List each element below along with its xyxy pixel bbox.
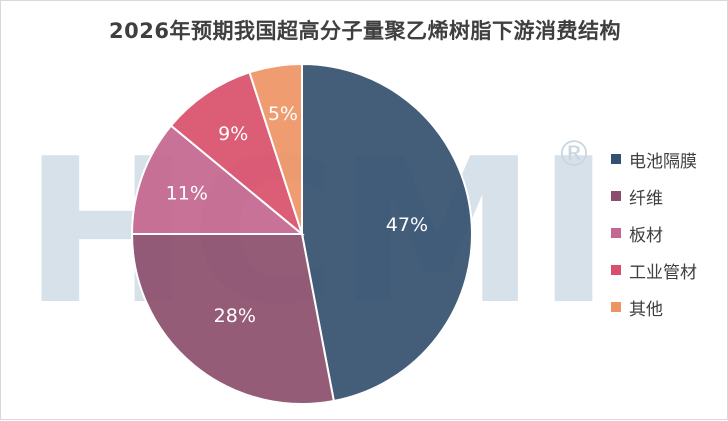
data-label-5: 5%	[268, 103, 298, 125]
data-label-4: 9%	[218, 123, 248, 145]
legend-item-1: 电池隔膜	[611, 147, 697, 172]
legend-item-4: 工业管材	[611, 258, 697, 283]
pie-slice-5	[248, 62, 303, 235]
legend-label: 板材	[629, 225, 663, 246]
legend-swatch-icon	[611, 228, 621, 238]
watermark-registered-icon: ®	[556, 134, 592, 175]
legend-label: 纤维	[629, 188, 663, 209]
legend-label: 工业管材	[629, 262, 697, 283]
legend: 电池隔膜纤维板材工业管材其他	[611, 147, 697, 332]
pie-slices	[130, 62, 474, 405]
legend-swatch-icon	[611, 154, 621, 164]
legend-label: 电池隔膜	[629, 151, 697, 172]
legend-swatch-icon	[611, 265, 621, 275]
legend-item-2: 纤维	[611, 184, 697, 209]
pie-data-labels: 47% 28% 11% 9% 5%	[166, 103, 428, 327]
pie-slice-3	[130, 124, 305, 235]
data-label-3: 11%	[166, 183, 208, 205]
pie-slice-1	[301, 62, 474, 403]
legend-item-3: 板材	[611, 221, 697, 246]
legend-item-5: 其他	[611, 295, 697, 320]
legend-swatch-icon	[611, 302, 621, 312]
data-label-2: 28%	[214, 305, 256, 327]
pie-slice-4	[169, 71, 305, 237]
chart-title: 2026年预期我国超高分子量聚乙烯树脂下游消费结构	[109, 19, 621, 43]
legend-swatch-icon	[611, 191, 621, 201]
pie-slice-2	[130, 233, 336, 405]
data-label-1: 47%	[386, 214, 428, 236]
legend-label: 其他	[629, 299, 663, 320]
